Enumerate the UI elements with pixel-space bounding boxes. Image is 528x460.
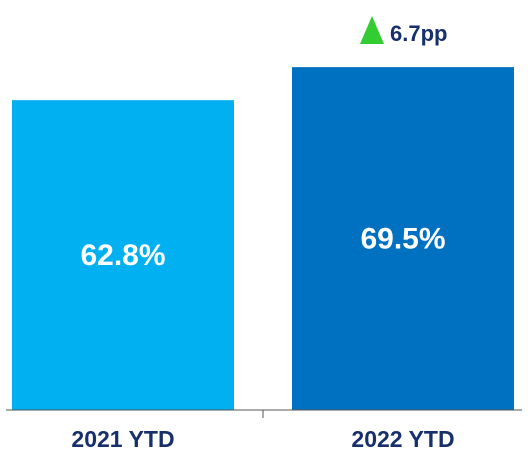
delta-annotation: 6.7pp	[360, 16, 447, 46]
bar-value-label: 69.5%	[360, 223, 445, 256]
bar-value-label: 62.8%	[80, 239, 165, 272]
x-tick-label: 2022 YTD	[351, 426, 454, 452]
x-tick-label: 2021 YTD	[71, 426, 174, 452]
bar-2022-ytd	[292, 67, 514, 410]
bar-2021-ytd	[12, 100, 234, 410]
up-triangle-icon	[360, 16, 384, 44]
bars-group	[12, 67, 514, 410]
labels-group: 62.8% 2021 YTD 69.5% 2022 YTD	[71, 223, 454, 452]
delta-label: 6.7pp	[390, 21, 447, 46]
